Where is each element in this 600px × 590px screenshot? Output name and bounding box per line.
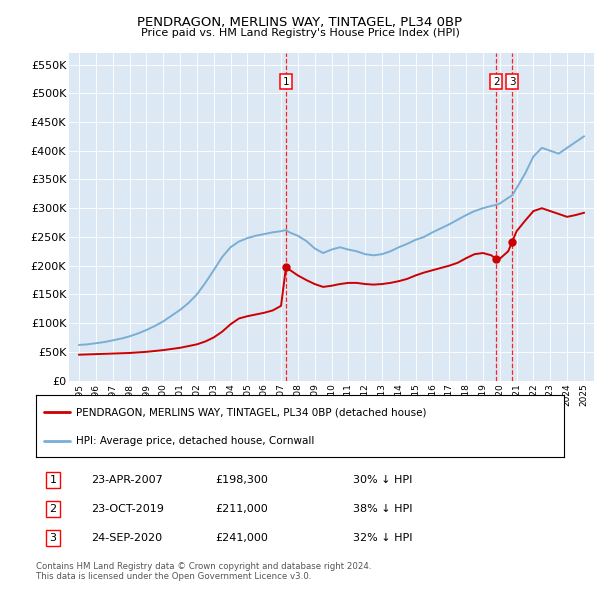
Text: PENDRAGON, MERLINS WAY, TINTAGEL, PL34 0BP: PENDRAGON, MERLINS WAY, TINTAGEL, PL34 0… bbox=[137, 16, 463, 29]
Text: 3: 3 bbox=[49, 533, 56, 543]
Text: Contains HM Land Registry data © Crown copyright and database right 2024.
This d: Contains HM Land Registry data © Crown c… bbox=[36, 562, 371, 581]
Text: £211,000: £211,000 bbox=[215, 504, 268, 514]
Text: 32% ↓ HPI: 32% ↓ HPI bbox=[353, 533, 412, 543]
Text: 38% ↓ HPI: 38% ↓ HPI bbox=[353, 504, 412, 514]
Text: £198,300: £198,300 bbox=[215, 475, 268, 484]
Text: 24-SEP-2020: 24-SEP-2020 bbox=[91, 533, 163, 543]
Text: PENDRAGON, MERLINS WAY, TINTAGEL, PL34 0BP (detached house): PENDRAGON, MERLINS WAY, TINTAGEL, PL34 0… bbox=[76, 407, 426, 417]
Text: 1: 1 bbox=[49, 475, 56, 484]
Text: 2: 2 bbox=[493, 77, 500, 87]
Text: 1: 1 bbox=[283, 77, 289, 87]
Text: 3: 3 bbox=[509, 77, 515, 87]
Text: Price paid vs. HM Land Registry's House Price Index (HPI): Price paid vs. HM Land Registry's House … bbox=[140, 28, 460, 38]
Text: 30% ↓ HPI: 30% ↓ HPI bbox=[353, 475, 412, 484]
Text: 2: 2 bbox=[49, 504, 56, 514]
Text: 23-APR-2007: 23-APR-2007 bbox=[91, 475, 163, 484]
Text: 23-OCT-2019: 23-OCT-2019 bbox=[91, 504, 164, 514]
Text: HPI: Average price, detached house, Cornwall: HPI: Average price, detached house, Corn… bbox=[76, 435, 314, 445]
Text: £241,000: £241,000 bbox=[215, 533, 268, 543]
